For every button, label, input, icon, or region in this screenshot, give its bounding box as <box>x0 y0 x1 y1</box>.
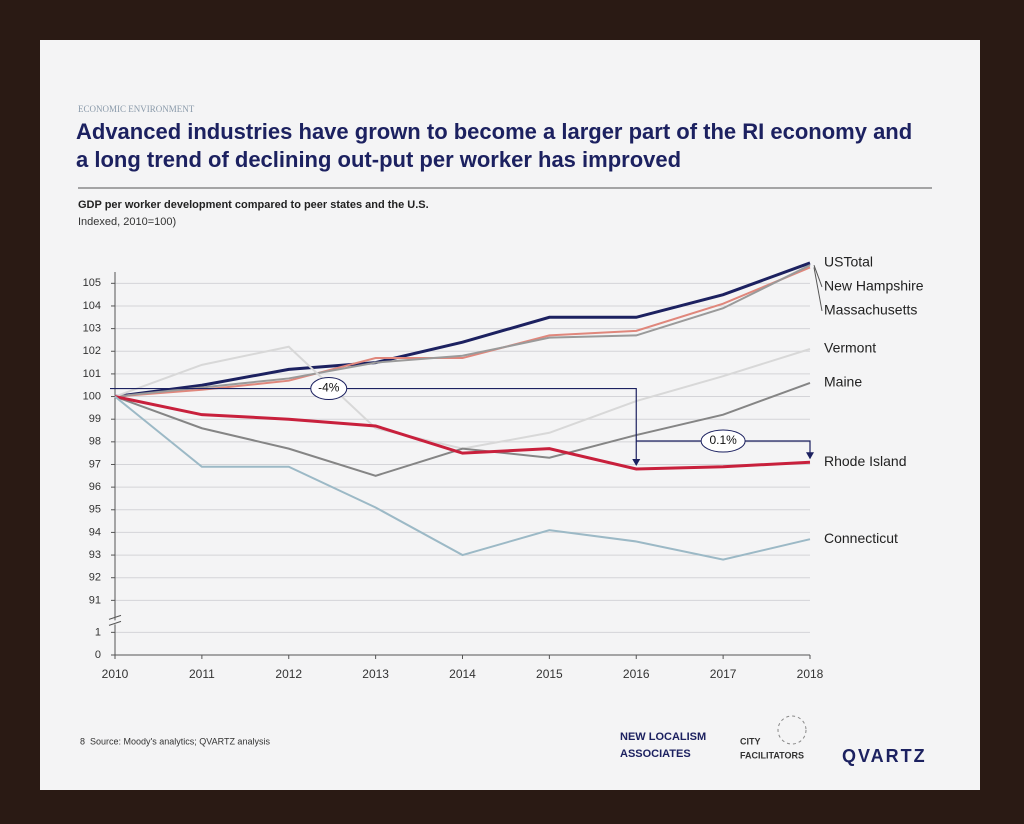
y-tick-label: 91 <box>89 594 101 606</box>
y-tick-label: 103 <box>83 323 101 335</box>
y-tick-label: 92 <box>89 572 101 584</box>
legend-label: Rhode Island <box>824 453 907 469</box>
series-line <box>114 395 811 561</box>
x-tick-label: 2015 <box>536 667 563 681</box>
series-line <box>114 261 811 399</box>
x-tick-label: 2014 <box>449 667 476 681</box>
y-tick-label: 94 <box>89 526 101 538</box>
logo-text: ASSOCIATES <box>620 748 691 760</box>
x-tick-label: 2013 <box>362 667 389 681</box>
logo-text: QVARTZ <box>842 746 927 766</box>
y-tick-label: 104 <box>83 300 101 312</box>
logo-text: CITY <box>740 736 761 746</box>
y-tick-label: 97 <box>89 458 101 470</box>
y-tick-label: 96 <box>89 481 101 493</box>
arrow-head <box>806 452 814 460</box>
legend-label: New Hampshire <box>824 278 924 294</box>
x-tick-label: 2012 <box>275 667 302 681</box>
label-connector <box>813 267 823 312</box>
title-box: Advanced industries have grown to become… <box>76 119 913 172</box>
series-line <box>114 395 811 471</box>
y-tick-label: 99 <box>89 413 101 425</box>
x-tick-label: 2016 <box>623 667 650 681</box>
logo-icon <box>777 715 807 745</box>
y-tick-label: 101 <box>83 368 101 380</box>
annotation-arrow <box>110 387 637 466</box>
y-tick-label: 98 <box>89 436 101 448</box>
legend-label: Massachusetts <box>824 302 917 318</box>
annotation-bubble <box>310 377 348 401</box>
y-tick-label: 0 <box>95 649 101 661</box>
y-tick-label: 1 <box>95 626 101 638</box>
axis-break <box>108 614 122 626</box>
legend-label: Vermont <box>824 340 876 356</box>
logo-text: FACILITATORS <box>740 750 804 760</box>
x-tick-label: 2018 <box>797 667 824 681</box>
legend-label: Connecticut <box>824 530 898 546</box>
annotation: 0.1% <box>709 433 737 447</box>
annotation: -4% <box>318 381 340 395</box>
chart-title: GDP per worker development compared to p… <box>78 199 429 211</box>
chart-subtitle: Indexed, 2010=100) <box>78 216 176 228</box>
section-label: ECONOMIC ENVIRONMENT <box>78 104 195 114</box>
series-line <box>114 266 811 398</box>
legend-label: USTotal <box>824 254 873 270</box>
x-tick-label: 2017 <box>710 667 737 681</box>
y-tick-label: 95 <box>89 504 101 516</box>
y-tick-label: 100 <box>83 390 101 402</box>
label-connector <box>813 265 823 288</box>
title: Advanced industries have grown to become… <box>76 119 913 172</box>
y-tick-label: 93 <box>89 549 101 561</box>
y-tick-label: 102 <box>83 345 101 357</box>
legend-label: Maine <box>824 374 862 390</box>
x-tick-label: 2010 <box>102 667 129 681</box>
series-line <box>114 382 811 477</box>
series-line <box>114 264 811 398</box>
source: Source: Moody's analytics; QVARTZ analys… <box>90 736 270 746</box>
x-tick-label: 2011 <box>189 667 215 681</box>
arrow-head <box>632 459 641 467</box>
annotation-bubble <box>700 429 746 453</box>
page-number: 8 <box>80 736 85 746</box>
y-tick-label: 105 <box>83 277 101 289</box>
logo-text: NEW LOCALISM <box>620 731 706 743</box>
